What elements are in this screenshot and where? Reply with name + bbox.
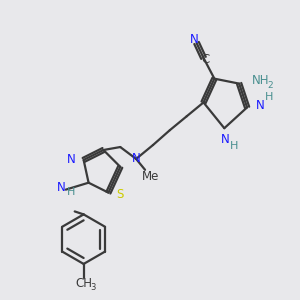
Text: N: N (67, 153, 76, 167)
Text: S: S (116, 188, 124, 201)
Text: H: H (67, 187, 75, 196)
Text: N: N (190, 32, 199, 46)
Text: N: N (56, 181, 65, 194)
Text: N: N (132, 152, 140, 165)
Text: C: C (201, 53, 210, 66)
Text: NH: NH (252, 74, 269, 87)
Text: Me: Me (142, 170, 160, 183)
Text: 3: 3 (90, 283, 95, 292)
Text: N: N (221, 133, 230, 146)
Text: CH: CH (75, 277, 92, 290)
Text: H: H (230, 141, 238, 151)
Text: H: H (265, 92, 273, 103)
Text: N: N (256, 99, 265, 112)
Text: 2: 2 (267, 81, 272, 90)
